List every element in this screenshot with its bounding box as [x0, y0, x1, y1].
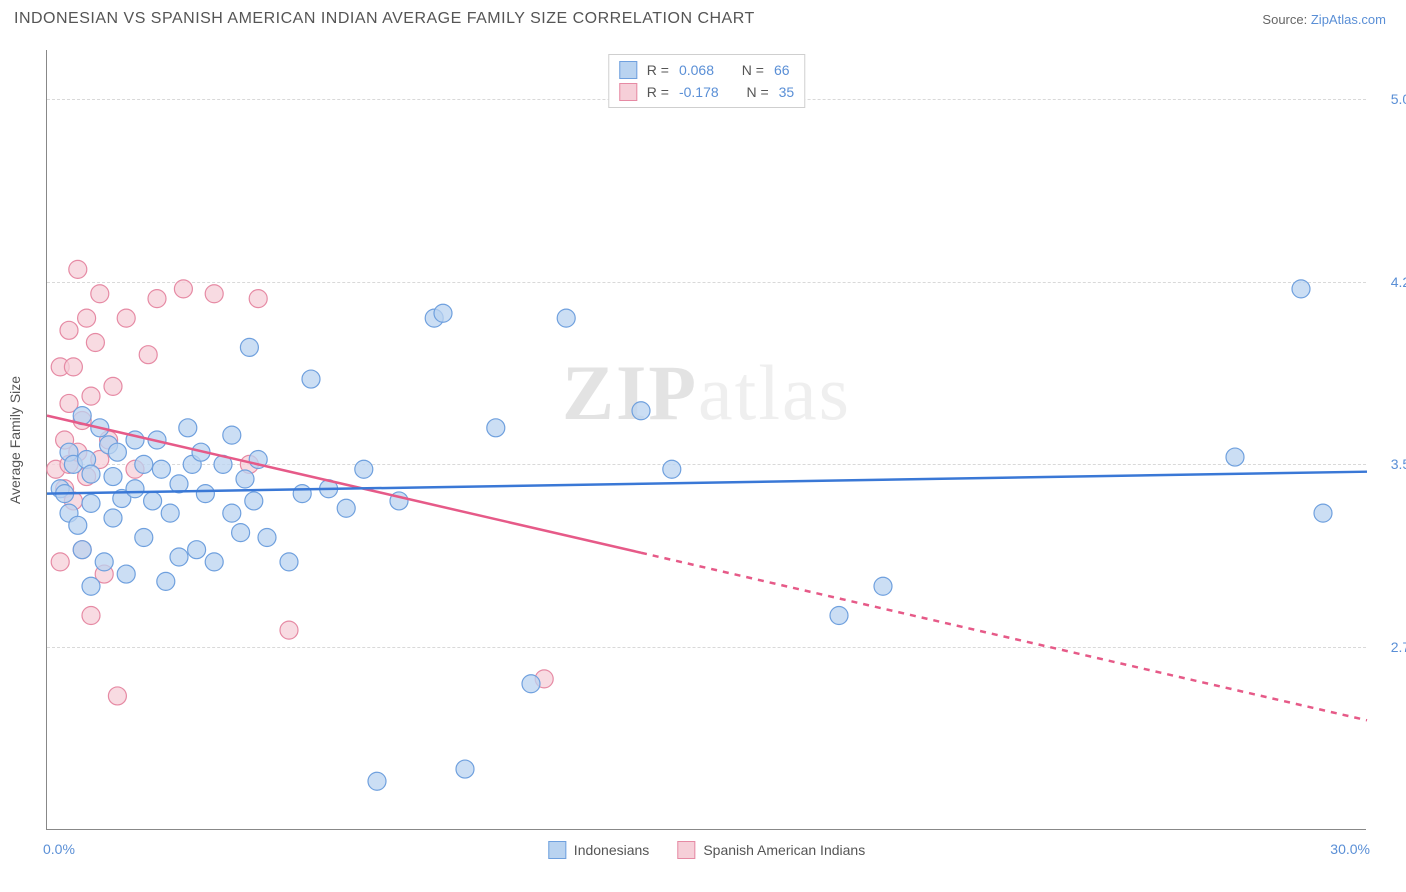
- y-tick: 4.25: [1391, 274, 1406, 290]
- data-point: [632, 402, 650, 420]
- data-point: [135, 529, 153, 547]
- data-point: [258, 529, 276, 547]
- data-point: [245, 492, 263, 510]
- x-tick-left: 0.0%: [43, 841, 75, 857]
- data-point: [293, 485, 311, 503]
- data-point: [240, 338, 258, 356]
- data-point: [126, 480, 144, 498]
- data-point: [280, 553, 298, 571]
- legend-item-spanish: Spanish American Indians: [677, 841, 865, 859]
- data-point: [434, 304, 452, 322]
- data-point: [60, 321, 78, 339]
- data-point: [64, 358, 82, 376]
- trend-line: [641, 553, 1367, 721]
- data-point: [104, 509, 122, 527]
- y-tick: 2.75: [1391, 639, 1406, 655]
- data-point: [179, 419, 197, 437]
- data-point: [223, 504, 241, 522]
- legend-correlation: R = 0.068 N = 66 R = -0.178 N = 35: [608, 54, 805, 108]
- data-point: [91, 285, 109, 303]
- legend-row-indonesians: R = 0.068 N = 66: [619, 59, 794, 81]
- x-tick-right: 30.0%: [1330, 841, 1370, 857]
- y-tick: 3.50: [1391, 456, 1406, 472]
- data-point: [663, 460, 681, 478]
- data-point: [205, 285, 223, 303]
- scatter-plot: [47, 50, 1366, 829]
- chart-title: INDONESIAN VS SPANISH AMERICAN INDIAN AV…: [14, 10, 755, 28]
- data-point: [337, 499, 355, 517]
- data-point: [188, 541, 206, 559]
- data-point: [456, 760, 474, 778]
- data-point: [1292, 280, 1310, 298]
- data-point: [135, 455, 153, 473]
- swatch-indonesians-bottom: [548, 841, 566, 859]
- data-point: [368, 772, 386, 790]
- data-point: [1226, 448, 1244, 466]
- source-link[interactable]: ZipAtlas.com: [1311, 12, 1386, 27]
- data-point: [487, 419, 505, 437]
- data-point: [86, 334, 104, 352]
- data-point: [117, 565, 135, 583]
- data-point: [73, 541, 91, 559]
- swatch-spanish: [619, 83, 637, 101]
- data-point: [82, 577, 100, 595]
- data-point: [161, 504, 179, 522]
- data-point: [170, 548, 188, 566]
- data-point: [108, 443, 126, 461]
- data-point: [69, 260, 87, 278]
- data-point: [82, 387, 100, 405]
- data-point: [144, 492, 162, 510]
- data-point: [82, 465, 100, 483]
- legend-series: Indonesians Spanish American Indians: [548, 841, 865, 859]
- data-point: [302, 370, 320, 388]
- data-point: [104, 468, 122, 486]
- data-point: [557, 309, 575, 327]
- data-point: [95, 553, 113, 571]
- data-point: [205, 553, 223, 571]
- y-axis-label: Average Family Size: [7, 375, 23, 503]
- y-tick: 5.00: [1391, 91, 1406, 107]
- data-point: [157, 572, 175, 590]
- source-label: Source: ZipAtlas.com: [1262, 12, 1386, 27]
- data-point: [78, 309, 96, 327]
- data-point: [280, 621, 298, 639]
- swatch-indonesians: [619, 61, 637, 79]
- data-point: [196, 485, 214, 503]
- data-point: [82, 607, 100, 625]
- data-point: [223, 426, 241, 444]
- data-point: [232, 524, 250, 542]
- legend-row-spanish: R = -0.178 N = 35: [619, 81, 794, 103]
- swatch-spanish-bottom: [677, 841, 695, 859]
- data-point: [104, 377, 122, 395]
- data-point: [174, 280, 192, 298]
- data-point: [152, 460, 170, 478]
- data-point: [108, 687, 126, 705]
- data-point: [51, 553, 69, 571]
- data-point: [522, 675, 540, 693]
- data-point: [236, 470, 254, 488]
- data-point: [148, 290, 166, 308]
- data-point: [69, 516, 87, 534]
- data-point: [82, 494, 100, 512]
- source-prefix: Source:: [1262, 12, 1307, 27]
- data-point: [117, 309, 135, 327]
- data-point: [830, 607, 848, 625]
- chart-area: Average Family Size 2.753.504.255.00 ZIP…: [46, 50, 1366, 830]
- data-point: [355, 460, 373, 478]
- data-point: [874, 577, 892, 595]
- data-point: [139, 346, 157, 364]
- data-point: [1314, 504, 1332, 522]
- data-point: [249, 290, 267, 308]
- legend-item-indonesians: Indonesians: [548, 841, 650, 859]
